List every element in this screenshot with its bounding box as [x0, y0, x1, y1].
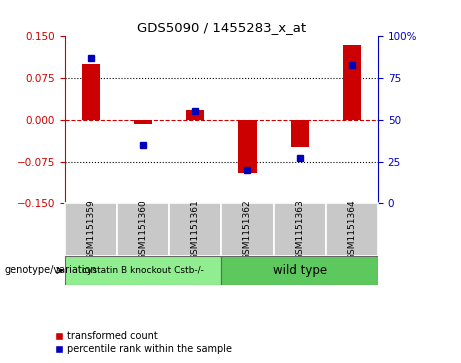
Text: GSM1151362: GSM1151362: [243, 199, 252, 260]
FancyBboxPatch shape: [117, 203, 169, 256]
Bar: [290, 120, 309, 147]
Text: wild type: wild type: [272, 264, 327, 277]
Title: GDS5090 / 1455283_x_at: GDS5090 / 1455283_x_at: [137, 21, 306, 34]
Bar: [186, 110, 204, 120]
Text: GSM1151359: GSM1151359: [86, 199, 95, 260]
Bar: [343, 45, 361, 120]
FancyBboxPatch shape: [221, 203, 273, 256]
FancyBboxPatch shape: [326, 203, 378, 256]
Bar: [82, 64, 100, 120]
FancyBboxPatch shape: [65, 256, 221, 285]
Text: GSM1151361: GSM1151361: [191, 199, 200, 260]
FancyBboxPatch shape: [169, 203, 221, 256]
Text: cystatin B knockout Cstb-/-: cystatin B knockout Cstb-/-: [82, 266, 204, 275]
Text: GSM1151363: GSM1151363: [295, 199, 304, 260]
Bar: [238, 120, 256, 173]
Text: GSM1151360: GSM1151360: [138, 199, 148, 260]
FancyBboxPatch shape: [65, 203, 117, 256]
FancyBboxPatch shape: [273, 203, 326, 256]
Legend: transformed count, percentile rank within the sample: transformed count, percentile rank withi…: [51, 327, 236, 358]
Text: GSM1151364: GSM1151364: [348, 199, 356, 260]
Bar: [134, 120, 152, 124]
FancyBboxPatch shape: [221, 256, 378, 285]
Text: genotype/variation: genotype/variation: [5, 265, 97, 276]
